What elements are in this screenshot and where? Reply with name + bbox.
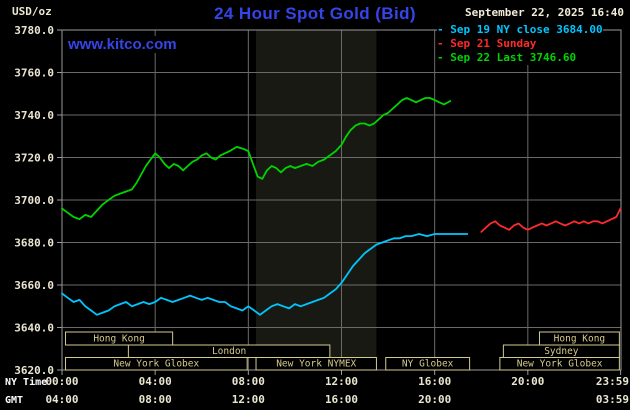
series-line-sep19 [61, 233, 469, 316]
x-tick-label-ny: 00:00 [45, 375, 78, 388]
legend-item: - Sep 19 NY close 3684.00 [437, 23, 603, 37]
session-label: London [212, 346, 246, 357]
session-box [385, 357, 471, 371]
session-label: New York Globex [113, 359, 199, 370]
y-tick-label: 3780.0 [14, 24, 54, 37]
x-tick-label-ny: 04:00 [139, 375, 172, 388]
x-tick-label-gmt: 08:00 [139, 393, 172, 406]
x-tick-label-ny: 12:00 [325, 375, 358, 388]
session-label: New York NYMEX [276, 359, 356, 370]
x-tick-label-gmt: 03:59 [596, 393, 629, 406]
session-label: Sydney [544, 346, 579, 357]
series-line-sep21 [480, 207, 622, 233]
x-tick-label-ny: 16:00 [418, 375, 451, 388]
legend-item: - Sep 21 Sunday [437, 37, 603, 51]
chart-title: 24 Hour Spot Gold (Bid) [214, 4, 416, 23]
x-tick-label-ny: 08:00 [232, 375, 265, 388]
legend-item: - Sep 22 Last 3746.60 [437, 51, 603, 65]
y-tick-label: 3740.0 [14, 109, 54, 122]
x-tick-label-gmt: 16:00 [325, 393, 358, 406]
y-tick-label: 3660.0 [14, 279, 54, 292]
x-axis-label-ny-time: NY Time [5, 376, 47, 388]
x-tick-label-gmt: 04:00 [45, 393, 78, 406]
y-tick-label: 3700.0 [14, 194, 54, 207]
legend: - Sep 19 NY close 3684.00- Sep 21 Sunday… [437, 23, 603, 65]
session-box [64, 357, 248, 371]
session-label: Hong Kong [554, 334, 605, 345]
session-box [64, 331, 174, 346]
session-box [499, 357, 620, 371]
x-tick-label-ny: 20:00 [511, 375, 544, 388]
y-tick-label: 3680.0 [14, 237, 54, 250]
session-box [255, 357, 377, 371]
x-tick-label-gmt: 12:00 [232, 393, 265, 406]
session-label: NY Globex [402, 359, 454, 370]
kitco-website-link[interactable]: www.kitco.com [66, 36, 179, 53]
session-label: Hong Kong [93, 334, 144, 345]
y-tick-label: 3760.0 [14, 67, 54, 80]
x-tick-label-ny: 23:59 [596, 375, 629, 388]
x-axis-label-gmt: GMT [5, 395, 23, 406]
session-label: New York Globex [517, 359, 603, 370]
y-tick-label: 3640.0 [14, 322, 54, 335]
x-tick-label-gmt: 20:00 [418, 393, 451, 406]
y-tick-label: 3620.0 [14, 364, 54, 377]
chart-datetime: September 22, 2025 16:40 [465, 6, 624, 19]
series-line-sep22 [61, 97, 452, 221]
y-axis-units-label: USD/oz [12, 5, 52, 18]
y-tick-label: 3720.0 [14, 152, 54, 165]
